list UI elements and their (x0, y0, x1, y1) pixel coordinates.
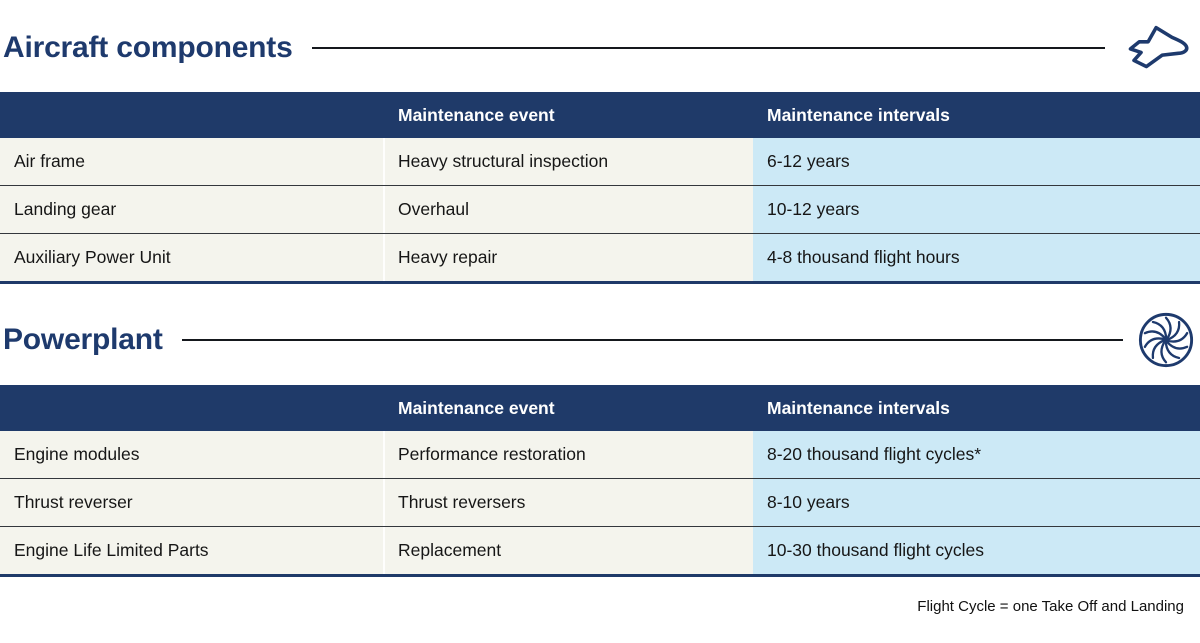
component-cell: Auxiliary Power Unit (0, 234, 385, 281)
turbine-fan-icon (1137, 311, 1195, 369)
component-cell: Landing gear (0, 186, 385, 233)
interval-cell: 6-12 years (753, 138, 1200, 185)
flight-cycle-footnote: Flight Cycle = one Take Off and Landing (917, 598, 1184, 615)
section-title-powerplant: Powerplant (3, 323, 163, 356)
event-cell: Replacement (385, 527, 753, 574)
event-cell: Heavy structural inspection (385, 138, 753, 185)
table-row: Engine modules Performance restoration 8… (0, 431, 1200, 478)
interval-cell: 4-8 thousand flight hours (753, 234, 1200, 281)
event-cell: Overhaul (385, 186, 753, 233)
plane-takeoff-icon (1119, 17, 1195, 79)
powerplant-table: Maintenance event Maintenance intervals … (0, 385, 1200, 577)
interval-cell: 8-20 thousand flight cycles* (753, 431, 1200, 478)
section-header-aircraft-components: Aircraft components (0, 16, 1200, 80)
table-row: Auxiliary Power Unit Heavy repair 4-8 th… (0, 233, 1200, 281)
event-cell: Performance restoration (385, 431, 753, 478)
event-cell: Heavy repair (385, 234, 753, 281)
interval-cell: 8-10 years (753, 479, 1200, 526)
maintenance-infographic: Aircraft components Maintenance event Ma… (0, 16, 1200, 643)
component-cell: Engine modules (0, 431, 385, 478)
divider-line (181, 339, 1123, 341)
column-header-maintenance-event: Maintenance event (398, 397, 555, 418)
table-header-row: Maintenance event Maintenance intervals (0, 92, 1200, 138)
column-header-maintenance-intervals: Maintenance intervals (767, 397, 950, 418)
table-row: Air frame Heavy structural inspection 6-… (0, 138, 1200, 185)
component-cell: Air frame (0, 138, 385, 185)
table-header-row: Maintenance event Maintenance intervals (0, 385, 1200, 431)
interval-cell: 10-12 years (753, 186, 1200, 233)
section-title-aircraft-components: Aircraft components (3, 31, 293, 64)
table-row: Thrust reverser Thrust reversers 8-10 ye… (0, 478, 1200, 526)
component-cell: Engine Life Limited Parts (0, 527, 385, 574)
section-header-powerplant: Powerplant (0, 308, 1200, 372)
table-row: Engine Life Limited Parts Replacement 10… (0, 526, 1200, 574)
divider-line (311, 47, 1105, 49)
column-header-maintenance-intervals: Maintenance intervals (767, 104, 950, 125)
table-row: Landing gear Overhaul 10-12 years (0, 185, 1200, 233)
interval-cell: 10-30 thousand flight cycles (753, 527, 1200, 574)
component-cell: Thrust reverser (0, 479, 385, 526)
aircraft-components-table: Maintenance event Maintenance intervals … (0, 92, 1200, 284)
column-header-maintenance-event: Maintenance event (398, 104, 555, 125)
event-cell: Thrust reversers (385, 479, 753, 526)
